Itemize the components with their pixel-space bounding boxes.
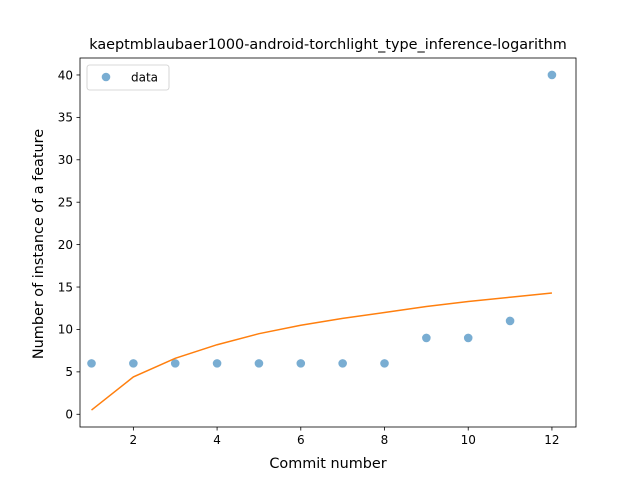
axes: 2 4 6 8 10 12 0 5 10 15 20 25 30 35 40 [58, 57, 577, 447]
y-tick-label: 30 [58, 153, 73, 167]
x-tick-label: 2 [130, 433, 138, 447]
x-tick-label: 6 [297, 433, 305, 447]
plot-area [87, 70, 557, 411]
x-tick-label: 12 [544, 433, 559, 447]
data-point [547, 70, 557, 80]
data-point [170, 359, 180, 368]
legend-label: data [131, 70, 158, 84]
x-tick-label: 10 [461, 433, 476, 447]
y-tick-label: 5 [65, 365, 73, 379]
data-point [254, 359, 264, 368]
data-point [338, 359, 347, 368]
legend-frame [86, 64, 170, 91]
y-tick-label: 35 [58, 111, 73, 125]
data-point [422, 333, 431, 343]
y-tick-label: 20 [58, 238, 73, 252]
legend: data [86, 64, 170, 91]
data-point [505, 316, 515, 326]
y-tick-label: 15 [58, 280, 73, 294]
x-tick-label: 8 [381, 433, 389, 447]
legend-marker [101, 72, 111, 82]
y-tick-label: 0 [65, 408, 73, 422]
plot-frame [79, 57, 577, 428]
data-point [129, 359, 138, 368]
chart-title: kaeptmblaubaer1000-android-torchlight_ty… [89, 37, 567, 53]
x-tick-label: 4 [213, 433, 221, 447]
y-tick-label: 25 [58, 196, 73, 210]
y-tick-label: 10 [58, 323, 73, 337]
y-axis-label: Number of instance of a feature [31, 129, 47, 359]
data-point [296, 359, 306, 368]
data-point [463, 333, 473, 343]
fit-line [91, 292, 553, 411]
data-point [212, 359, 222, 368]
x-axis-label: Commit number [269, 456, 386, 472]
y-tick-label: 40 [58, 68, 73, 82]
data-point [380, 359, 389, 368]
data-point [87, 359, 96, 368]
